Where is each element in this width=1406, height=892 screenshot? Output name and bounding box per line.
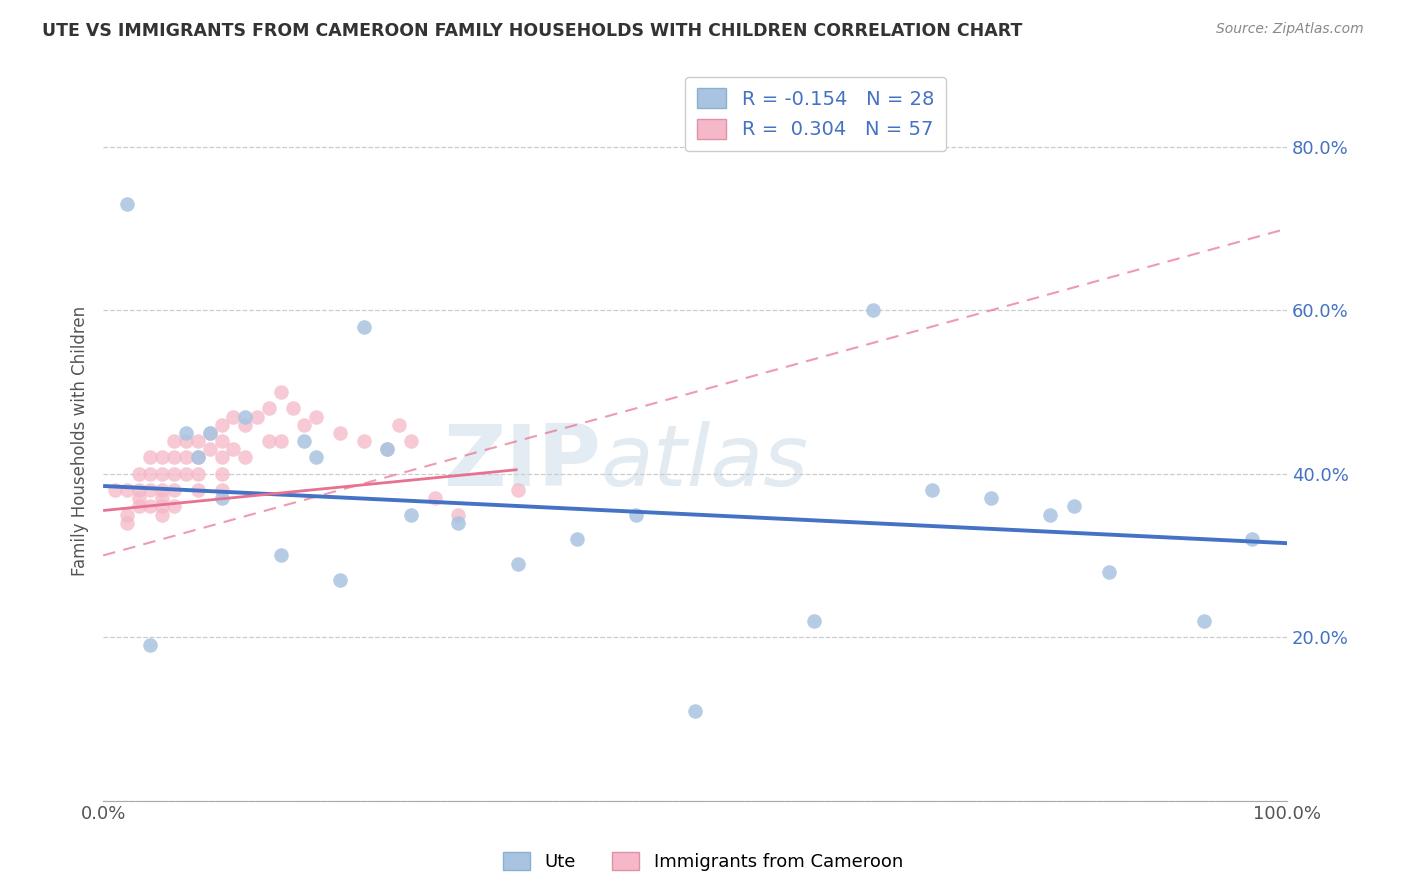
Point — [198, 425, 221, 440]
Point — [624, 508, 647, 522]
Point — [1039, 508, 1062, 522]
Point — [353, 319, 375, 334]
Point — [329, 425, 352, 440]
Point — [270, 549, 292, 563]
Point — [187, 467, 209, 481]
Point — [423, 491, 446, 506]
Point — [139, 450, 162, 465]
Point — [128, 483, 150, 497]
Point — [150, 491, 173, 506]
Point — [233, 450, 256, 465]
Point — [270, 434, 292, 448]
Point — [211, 450, 233, 465]
Point — [115, 508, 138, 522]
Point — [222, 442, 245, 457]
Legend: R = -0.154   N = 28, R =  0.304   N = 57: R = -0.154 N = 28, R = 0.304 N = 57 — [685, 77, 946, 151]
Point — [104, 483, 127, 497]
Point — [211, 417, 233, 432]
Point — [139, 483, 162, 497]
Point — [233, 409, 256, 424]
Text: UTE VS IMMIGRANTS FROM CAMEROON FAMILY HOUSEHOLDS WITH CHILDREN CORRELATION CHAR: UTE VS IMMIGRANTS FROM CAMEROON FAMILY H… — [42, 22, 1022, 40]
Point — [399, 434, 422, 448]
Point — [198, 425, 221, 440]
Point — [115, 516, 138, 530]
Point — [174, 467, 197, 481]
Point — [211, 434, 233, 448]
Point — [128, 491, 150, 506]
Point — [139, 500, 162, 514]
Text: ZIP: ZIP — [443, 421, 600, 504]
Point — [187, 483, 209, 497]
Point — [270, 384, 292, 399]
Point — [211, 467, 233, 481]
Point — [139, 467, 162, 481]
Point — [257, 401, 280, 416]
Point — [803, 614, 825, 628]
Point — [222, 409, 245, 424]
Point — [388, 417, 411, 432]
Point — [163, 434, 186, 448]
Point — [375, 442, 398, 457]
Point — [862, 303, 884, 318]
Point — [1192, 614, 1215, 628]
Point — [353, 434, 375, 448]
Point — [150, 483, 173, 497]
Legend: Ute, Immigrants from Cameroon: Ute, Immigrants from Cameroon — [496, 845, 910, 879]
Point — [565, 532, 588, 546]
Point — [375, 442, 398, 457]
Point — [187, 450, 209, 465]
Point — [329, 573, 352, 587]
Point — [1240, 532, 1263, 546]
Point — [683, 704, 706, 718]
Point — [211, 483, 233, 497]
Point — [233, 417, 256, 432]
Point — [198, 442, 221, 457]
Point — [399, 508, 422, 522]
Point — [163, 450, 186, 465]
Point — [150, 450, 173, 465]
Point — [187, 434, 209, 448]
Point — [187, 450, 209, 465]
Point — [257, 434, 280, 448]
Point — [980, 491, 1002, 506]
Point — [139, 638, 162, 652]
Text: atlas: atlas — [600, 421, 808, 504]
Point — [150, 500, 173, 514]
Text: Source: ZipAtlas.com: Source: ZipAtlas.com — [1216, 22, 1364, 37]
Point — [150, 508, 173, 522]
Point — [1063, 500, 1085, 514]
Point — [163, 500, 186, 514]
Point — [115, 197, 138, 211]
Point — [128, 500, 150, 514]
Point — [163, 467, 186, 481]
Point — [294, 434, 316, 448]
Point — [305, 409, 328, 424]
Point — [115, 483, 138, 497]
Point — [246, 409, 269, 424]
Point — [211, 491, 233, 506]
Point — [1098, 565, 1121, 579]
Point — [447, 516, 470, 530]
Point — [174, 434, 197, 448]
Point — [294, 417, 316, 432]
Point — [447, 508, 470, 522]
Point — [150, 467, 173, 481]
Point — [506, 483, 529, 497]
Point — [921, 483, 943, 497]
Point — [174, 450, 197, 465]
Point — [506, 557, 529, 571]
Point — [174, 425, 197, 440]
Point — [128, 467, 150, 481]
Point — [305, 450, 328, 465]
Point — [163, 483, 186, 497]
Y-axis label: Family Households with Children: Family Households with Children — [72, 306, 89, 576]
Point — [281, 401, 304, 416]
